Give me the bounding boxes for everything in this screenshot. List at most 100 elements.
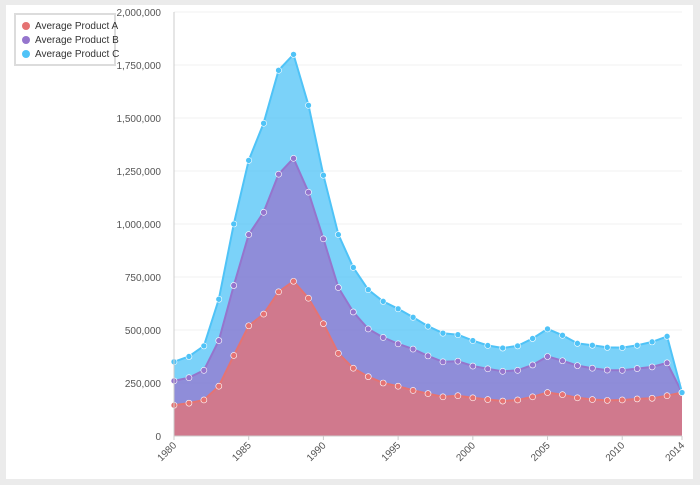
data-point[interactable] <box>260 120 267 127</box>
data-point[interactable] <box>663 392 671 400</box>
data-point[interactable] <box>394 340 402 348</box>
data-point[interactable] <box>529 393 536 401</box>
data-point[interactable] <box>589 364 596 372</box>
data-point[interactable] <box>305 101 312 109</box>
legend-item[interactable]: Average Product B <box>22 33 119 47</box>
data-point[interactable] <box>618 344 626 351</box>
data-point[interactable] <box>245 231 253 238</box>
data-point[interactable] <box>409 387 417 394</box>
data-point[interactable] <box>200 366 208 374</box>
data-point[interactable] <box>215 295 223 303</box>
data-point[interactable] <box>603 366 611 374</box>
data-point[interactable] <box>320 235 327 243</box>
data-point[interactable] <box>290 277 297 285</box>
data-point[interactable] <box>379 334 387 341</box>
data-point[interactable] <box>529 361 536 369</box>
data-point[interactable] <box>603 344 611 351</box>
data-point[interactable] <box>663 359 671 367</box>
data-point[interactable] <box>349 364 357 372</box>
data-point[interactable] <box>618 396 626 404</box>
data-point[interactable] <box>469 394 477 402</box>
data-point[interactable] <box>469 362 477 370</box>
data-point[interactable] <box>349 308 357 316</box>
data-point[interactable] <box>544 389 551 396</box>
data-point[interactable] <box>514 366 521 374</box>
data-point[interactable] <box>185 353 193 360</box>
data-point[interactable] <box>260 310 267 318</box>
data-point[interactable] <box>394 382 402 390</box>
data-point[interactable] <box>514 342 521 350</box>
data-point[interactable] <box>305 188 312 196</box>
data-point[interactable] <box>230 352 238 359</box>
data-point[interactable] <box>648 338 656 346</box>
data-point[interactable] <box>364 373 372 380</box>
data-point[interactable] <box>379 298 387 305</box>
data-point[interactable] <box>589 396 596 403</box>
data-point[interactable] <box>320 320 327 327</box>
data-point[interactable] <box>335 284 342 291</box>
data-point[interactable] <box>275 67 282 74</box>
data-point[interactable] <box>618 366 626 374</box>
data-point[interactable] <box>574 362 581 369</box>
data-point[interactable] <box>484 365 492 373</box>
data-point[interactable] <box>529 335 536 342</box>
legend-item[interactable]: Average Product C <box>22 47 119 61</box>
data-point[interactable] <box>633 365 641 372</box>
data-point[interactable] <box>364 286 372 294</box>
data-point[interactable] <box>633 395 641 403</box>
data-point[interactable] <box>454 357 462 365</box>
data-point[interactable] <box>499 368 507 375</box>
data-point[interactable] <box>230 282 238 289</box>
data-point[interactable] <box>290 51 297 58</box>
data-point[interactable] <box>484 396 492 403</box>
data-point[interactable] <box>678 389 686 396</box>
data-point[interactable] <box>439 393 447 401</box>
data-point[interactable] <box>185 374 193 382</box>
area-average-product-a[interactable] <box>174 281 682 436</box>
data-point[interactable] <box>544 353 551 360</box>
data-point[interactable] <box>603 397 611 404</box>
data-point[interactable] <box>185 399 193 407</box>
data-point[interactable] <box>320 171 327 179</box>
data-point[interactable] <box>364 325 372 333</box>
data-point[interactable] <box>275 288 282 296</box>
data-point[interactable] <box>394 305 402 313</box>
data-point[interactable] <box>379 379 387 387</box>
data-point[interactable] <box>215 382 223 390</box>
data-point[interactable] <box>200 342 208 350</box>
data-point[interactable] <box>633 341 641 349</box>
data-point[interactable] <box>215 337 223 344</box>
data-point[interactable] <box>648 363 656 371</box>
data-point[interactable] <box>469 337 477 344</box>
data-point[interactable] <box>245 322 253 330</box>
data-point[interactable] <box>349 264 357 271</box>
data-point[interactable] <box>409 313 417 321</box>
data-point[interactable] <box>439 358 447 366</box>
data-point[interactable] <box>648 394 656 402</box>
data-point[interactable] <box>245 157 253 164</box>
data-point[interactable] <box>559 331 566 339</box>
data-point[interactable] <box>574 394 581 402</box>
data-point[interactable] <box>589 341 596 349</box>
data-point[interactable] <box>200 396 208 404</box>
data-point[interactable] <box>514 396 521 404</box>
legend-item[interactable]: Average Product A <box>22 19 118 33</box>
data-point[interactable] <box>335 231 342 238</box>
data-point[interactable] <box>335 350 342 357</box>
data-point[interactable] <box>499 344 507 352</box>
data-point[interactable] <box>409 345 417 353</box>
data-point[interactable] <box>544 325 551 333</box>
data-point[interactable] <box>260 209 267 216</box>
data-point[interactable] <box>424 352 432 360</box>
data-point[interactable] <box>424 322 432 330</box>
data-point[interactable] <box>559 357 566 365</box>
data-point[interactable] <box>290 154 297 162</box>
data-point[interactable] <box>230 220 238 228</box>
data-point[interactable] <box>574 340 581 347</box>
data-point[interactable] <box>663 333 671 340</box>
data-point[interactable] <box>454 331 462 338</box>
data-point[interactable] <box>424 390 432 397</box>
data-point[interactable] <box>439 329 447 337</box>
data-point[interactable] <box>559 391 566 398</box>
data-point[interactable] <box>484 342 492 349</box>
